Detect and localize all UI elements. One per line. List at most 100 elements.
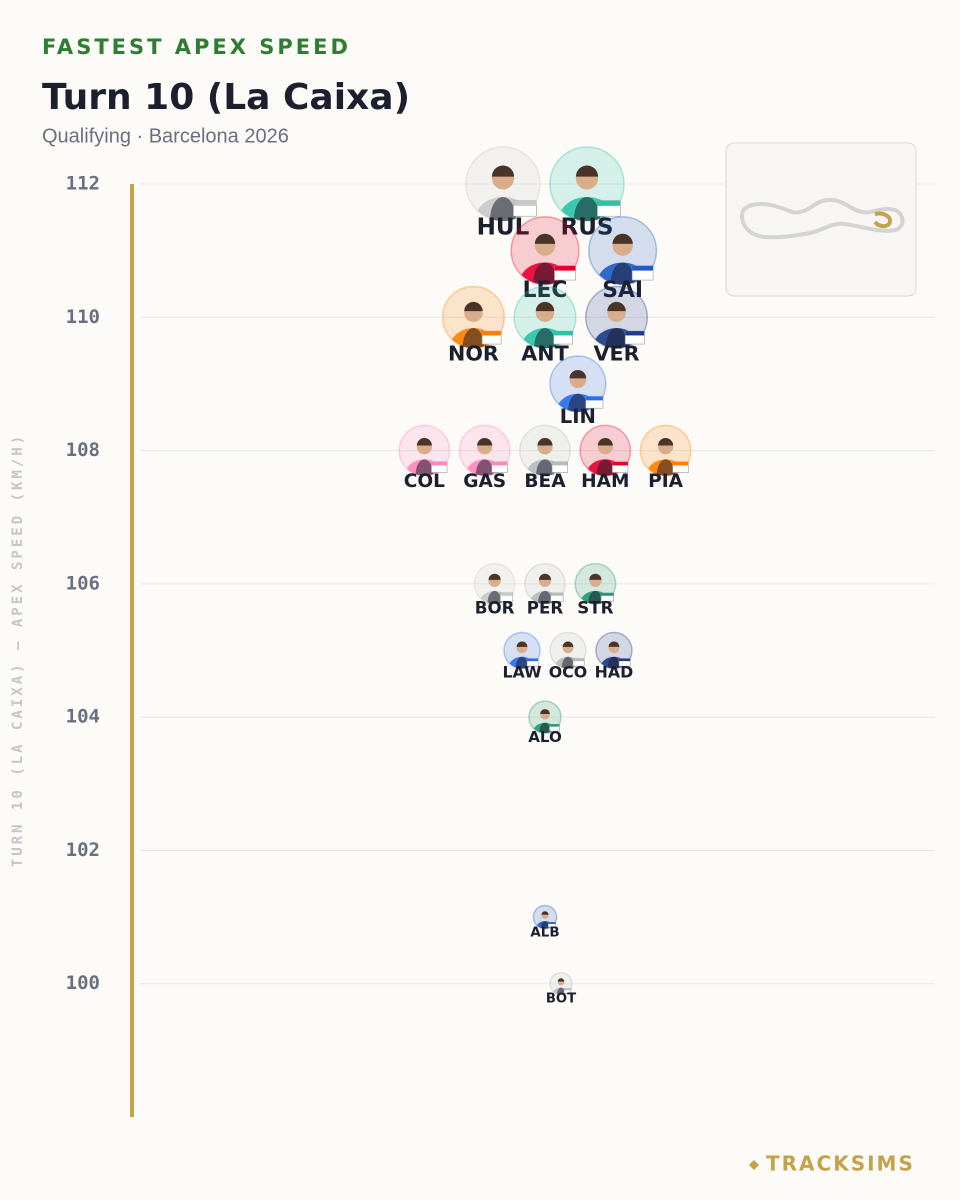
flag-stripe <box>553 331 573 336</box>
flag-stripe <box>552 461 568 466</box>
portrait-body-shade <box>568 393 588 412</box>
driver-label: ALB <box>530 926 559 941</box>
portrait-hair <box>516 641 528 647</box>
portrait-body-shade <box>561 656 575 669</box>
portrait-body-shade <box>557 987 565 995</box>
portrait-hair <box>658 437 674 446</box>
flag-stripe <box>597 200 621 206</box>
driver-label: BEA <box>524 471 566 492</box>
flag-stripe <box>482 331 502 336</box>
brand: TRACKSIMS <box>766 1152 915 1176</box>
portrait-hair <box>477 438 493 446</box>
track-outline <box>739 197 905 240</box>
flag-stripe <box>619 658 631 662</box>
portrait-body-shade <box>534 328 556 349</box>
driver-label: ANT <box>521 341 568 365</box>
track-highlight <box>873 211 892 229</box>
flag-stripe <box>612 461 628 466</box>
portrait-hair <box>589 573 602 580</box>
driver-portrait <box>521 301 569 349</box>
portrait-hair <box>488 573 501 580</box>
flag-stripe <box>585 396 603 401</box>
inset-box <box>725 142 917 297</box>
portrait-body-shade <box>540 921 550 929</box>
portrait-body-shade <box>533 262 557 285</box>
portrait-body-shade <box>475 459 494 476</box>
driver-label: COL <box>404 471 445 492</box>
portrait-body-shade <box>490 196 516 221</box>
eyebrow: FASTEST APEX SPEED <box>42 35 351 59</box>
driver-label: HAM <box>581 471 629 492</box>
flag-stripe <box>549 724 560 727</box>
portrait-hair <box>575 165 599 177</box>
portrait-hair <box>597 437 613 446</box>
portrait-body-shade <box>515 656 529 669</box>
chart-title: Turn 10 (La Caixa) <box>42 77 410 118</box>
portrait-hair <box>537 437 553 446</box>
y-tick-label: 102 <box>66 839 100 861</box>
flag-stripe <box>554 265 576 271</box>
driver-label: NOR <box>448 341 499 365</box>
portrait-hair <box>538 573 552 580</box>
driver-label: SAI <box>602 278 643 303</box>
portrait-body-shade <box>574 196 600 221</box>
y-tick-label: 100 <box>66 972 100 994</box>
y-tick-label: 108 <box>66 439 100 461</box>
driver-label: PER <box>527 599 564 618</box>
portrait-hair <box>535 301 555 312</box>
driver-label: BOR <box>475 599 515 618</box>
brand-mark <box>749 1160 759 1170</box>
driver-label: PIA <box>648 471 683 492</box>
portrait-body-shade <box>656 459 675 476</box>
y-tick-label: 106 <box>66 572 100 594</box>
driver-label: BOT <box>546 992 576 1007</box>
portrait-hair <box>608 641 620 647</box>
flag-stripe <box>491 461 508 466</box>
flag-stripe <box>513 200 537 206</box>
portrait-body-shade <box>588 590 603 605</box>
subtitle: Qualifying · Barcelona 2026 <box>42 125 289 147</box>
portrait-hair <box>562 641 574 647</box>
flag-stripe <box>550 592 564 596</box>
portrait-hair <box>541 911 549 915</box>
portrait-hair <box>607 301 626 312</box>
portrait-hair <box>534 233 556 244</box>
portrait-body-shade <box>487 590 502 605</box>
driver-label: LAW <box>502 663 541 682</box>
portrait-hair <box>569 369 587 379</box>
driver-label: HUL <box>477 214 530 240</box>
portrait-hair <box>557 978 565 982</box>
flag-stripe <box>573 658 585 662</box>
flag-stripe <box>632 265 654 271</box>
portrait-body-shade <box>596 459 615 476</box>
portrait-hair <box>416 437 432 446</box>
portrait-body-shade <box>537 590 553 605</box>
portrait-hair <box>464 301 483 312</box>
flag-stripe <box>431 461 448 466</box>
portrait-body-shade <box>462 328 485 349</box>
driver-label: LIN <box>560 405 596 428</box>
flag-stripe <box>564 988 571 991</box>
portrait-body-shade <box>536 459 554 476</box>
portrait-body-shade <box>539 722 551 734</box>
portrait-body-shade <box>607 656 621 669</box>
y-tick-label: 112 <box>66 173 100 195</box>
portrait-body-shade <box>610 262 635 285</box>
driver-label: RUS <box>560 214 613 240</box>
portrait-body-shade <box>415 459 434 476</box>
y-axis-label: TURN 10 (LA CAIXA) — APEX SPEED (KM/H) <box>10 433 26 867</box>
portrait-hair <box>612 233 633 244</box>
portrait-body-shade <box>605 328 628 349</box>
portrait-hair <box>491 165 515 177</box>
flag-stripe <box>527 658 539 662</box>
flag-stripe <box>672 461 689 466</box>
flag-stripe <box>625 331 645 336</box>
flag-stripe <box>500 592 513 596</box>
driver-label: HAD <box>595 663 634 682</box>
driver-label: ALO <box>528 728 562 746</box>
driver-label: GAS <box>463 471 506 492</box>
flag-stripe <box>601 592 614 596</box>
portrait-hair <box>540 709 550 714</box>
